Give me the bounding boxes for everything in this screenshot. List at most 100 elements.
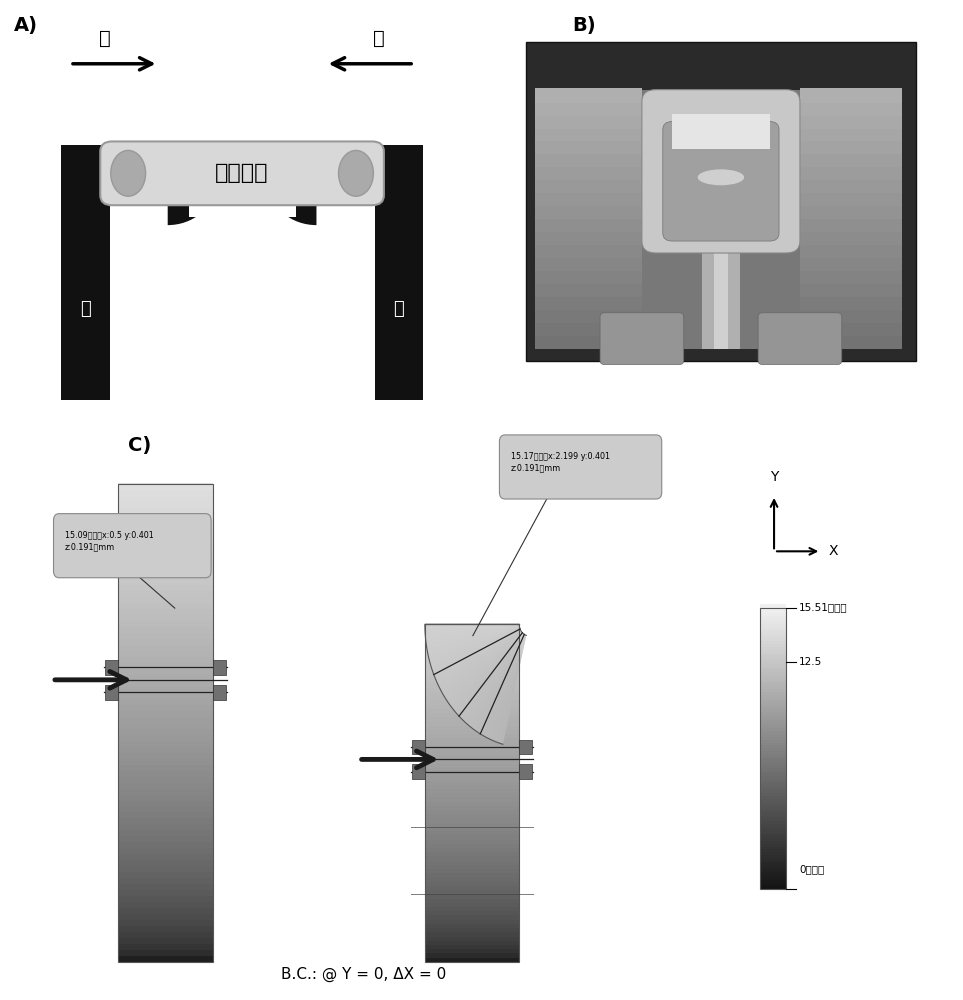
Bar — [760, 753, 786, 759]
Bar — [425, 763, 519, 768]
Bar — [425, 636, 519, 641]
Polygon shape — [452, 632, 522, 709]
Bar — [760, 883, 786, 889]
Polygon shape — [490, 635, 525, 740]
Text: 15.51最大值: 15.51最大值 — [799, 603, 847, 613]
Bar — [760, 801, 786, 807]
Bar — [118, 776, 213, 783]
Bar — [118, 644, 213, 651]
FancyBboxPatch shape — [500, 435, 662, 499]
Bar — [760, 838, 786, 844]
Text: 柱: 柱 — [394, 300, 404, 318]
Polygon shape — [468, 634, 523, 726]
Polygon shape — [427, 626, 519, 649]
Bar — [760, 638, 786, 644]
Text: 12.5: 12.5 — [799, 657, 822, 667]
Bar — [425, 775, 519, 781]
Bar — [425, 830, 519, 835]
Bar — [800, 230, 902, 245]
Bar — [168, 184, 214, 217]
Bar — [760, 604, 786, 610]
Bar — [760, 815, 786, 821]
FancyBboxPatch shape — [100, 141, 384, 205]
Polygon shape — [454, 632, 522, 712]
Polygon shape — [436, 630, 520, 682]
Bar — [760, 821, 786, 827]
Bar — [118, 805, 213, 812]
Bar — [118, 758, 213, 765]
Polygon shape — [464, 633, 523, 723]
Bar — [425, 957, 519, 962]
Bar — [118, 680, 213, 687]
Bar — [425, 813, 519, 818]
Bar — [425, 948, 519, 953]
Bar — [760, 826, 786, 833]
Bar — [425, 944, 519, 949]
Bar — [118, 943, 213, 950]
Bar — [760, 793, 786, 799]
Bar — [760, 874, 786, 880]
Bar — [118, 548, 213, 556]
Bar — [118, 865, 213, 872]
Text: A): A) — [14, 16, 39, 35]
Bar — [425, 712, 519, 717]
Polygon shape — [485, 635, 525, 737]
Bar — [425, 674, 519, 679]
Bar — [425, 868, 519, 873]
Bar — [118, 770, 213, 777]
Bar — [425, 826, 519, 831]
Polygon shape — [463, 633, 523, 722]
Bar — [425, 860, 519, 865]
FancyBboxPatch shape — [663, 122, 779, 241]
Bar — [425, 678, 519, 683]
Bar — [425, 872, 519, 878]
Bar — [425, 796, 519, 802]
Polygon shape — [473, 634, 524, 730]
Polygon shape — [459, 633, 523, 718]
Polygon shape — [437, 630, 520, 686]
Bar — [760, 697, 786, 703]
Bar — [535, 256, 642, 271]
Bar — [118, 847, 213, 854]
Bar — [425, 800, 519, 806]
Polygon shape — [495, 635, 526, 742]
Wedge shape — [168, 185, 189, 203]
Bar — [411, 740, 425, 754]
Bar — [425, 876, 519, 882]
Bar — [118, 895, 213, 902]
Bar — [425, 750, 519, 755]
Polygon shape — [493, 635, 526, 741]
Bar — [118, 811, 213, 818]
Bar — [800, 139, 902, 154]
Polygon shape — [426, 626, 519, 641]
Polygon shape — [446, 631, 521, 701]
Bar — [800, 334, 902, 349]
Bar — [800, 321, 902, 336]
Bar — [535, 217, 642, 232]
Bar — [760, 767, 786, 773]
Bar — [800, 243, 902, 258]
Bar — [760, 660, 786, 667]
Bar — [760, 790, 786, 796]
Bar — [118, 871, 213, 878]
Bar — [118, 560, 213, 567]
Bar — [760, 843, 786, 849]
Bar — [760, 798, 786, 804]
Polygon shape — [476, 634, 524, 732]
Bar — [519, 740, 533, 754]
Bar — [760, 804, 786, 810]
Bar — [425, 771, 519, 776]
Bar — [425, 889, 519, 894]
Bar — [118, 513, 213, 520]
Bar — [425, 670, 519, 675]
Polygon shape — [445, 631, 521, 699]
Ellipse shape — [111, 150, 145, 196]
Bar — [118, 793, 213, 801]
Bar — [425, 817, 519, 823]
Bar — [118, 853, 213, 860]
FancyBboxPatch shape — [54, 514, 211, 578]
Bar — [760, 618, 786, 624]
Polygon shape — [496, 635, 526, 743]
Bar — [535, 295, 642, 310]
Bar — [714, 90, 728, 349]
